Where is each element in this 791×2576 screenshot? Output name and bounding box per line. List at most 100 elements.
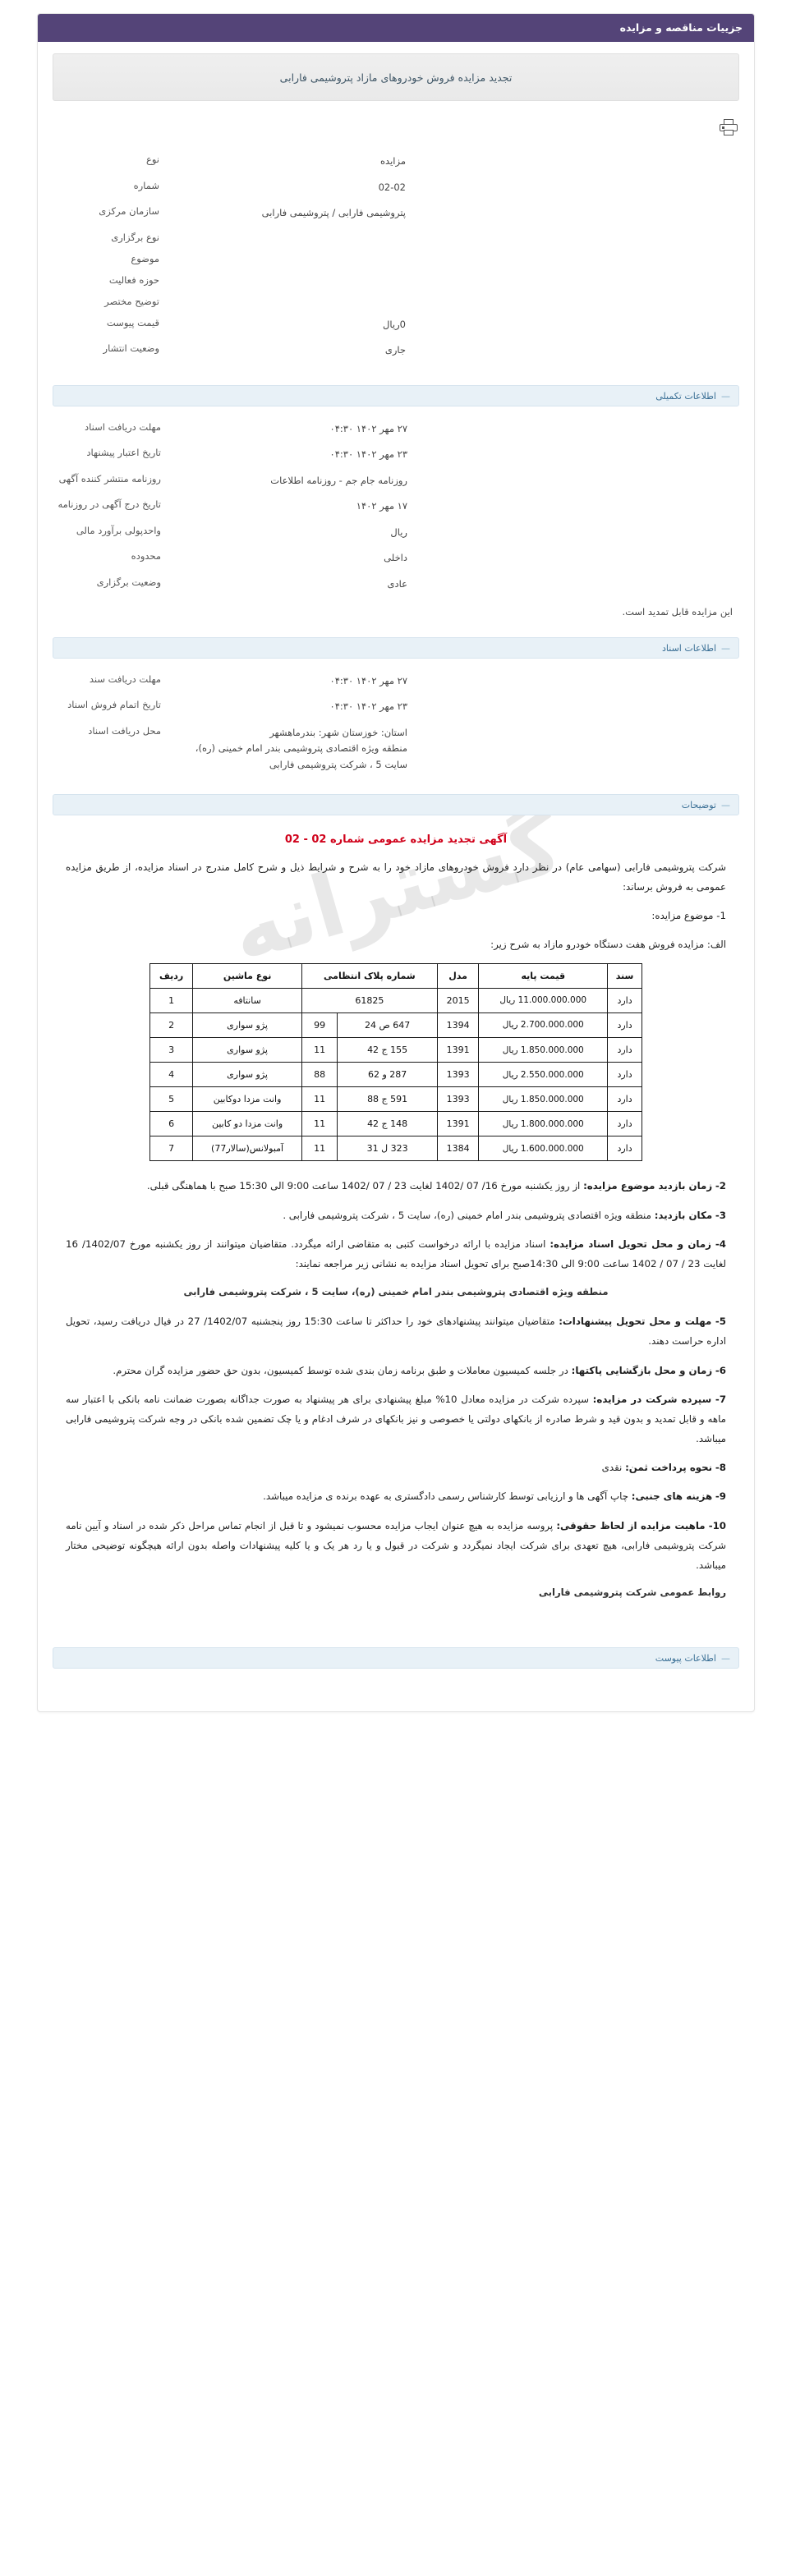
collapse-dash-icon: — [721, 390, 730, 402]
cell-doc: دارد [607, 1062, 642, 1088]
vehicle-table-body: دارد 11.000.000.000 ریال 2015 61825 سانت… [149, 988, 642, 1162]
cell-price: 1.850.000.000 ریال [478, 1086, 609, 1113]
section-header-attachments[interactable]: — اطلاعات پیوست [53, 1647, 739, 1669]
clause-title: زمان و محل بازگشایی پاکتها: [571, 1364, 713, 1376]
clause-2: 2- زمان بازدید موضوع مزایده: از روز یکشن… [66, 1176, 726, 1196]
col-row: ردیف [149, 962, 194, 990]
info-label: تاریخ درج آگهی در روزنامه [57, 498, 161, 511]
collapse-dash-icon: — [721, 800, 730, 811]
info-label: محل دریافت اسناد [88, 724, 161, 737]
info-label: روزنامه منتشر کننده آگهی [58, 472, 161, 484]
info-label: وضعیت برگزاری [96, 576, 161, 589]
clause-10: 10- ماهیت مزایده از لحاظ حقوقی: پروسه مز… [66, 1516, 726, 1576]
section-body-attachments [53, 1669, 739, 1703]
cell-doc: دارد [607, 1111, 642, 1137]
clause-title: هزینه های جنبی: [631, 1490, 713, 1503]
cell-type: سانتافه [192, 988, 302, 1014]
section-header-documents[interactable]: — اطلاعات اسناد [53, 636, 739, 659]
clause-title: زمان بازدید موضوع مزایده: [583, 1180, 713, 1192]
clause-number: 5- [715, 1316, 727, 1328]
clause-title: ماهیت مزایده از لحاظ حقوقی: [556, 1519, 706, 1531]
table-row: دارد 1.800.000.000 ریال 1391 148 ج 42 11… [149, 1111, 642, 1137]
section-description: — توضیحات گسترانه آگهی تجدید مزایده عمومی… [53, 794, 739, 1634]
info-value: 0ریال [383, 318, 406, 330]
info-row-organization: پتروشیمی فارابی / پتروشیمی فارابی سازمان… [53, 200, 739, 227]
doc-row-receive-deadline: ۲۷ مهر ۱۴۰۲ ۰۴:۳۰ مهلت دریافت سند [54, 668, 738, 695]
clause-number: 4- [715, 1237, 727, 1250]
clause-text: از روز یکشنبه مورخ 16/ 07 /1402 لغایت 23… [146, 1180, 581, 1192]
page-root: جزییات مناقصه و مزایده تجدید مزایده فروش… [37, 13, 755, 1713]
clause-text: منطقه ویژه اقتصادی پتروشیمی بندر امام خم… [283, 1209, 651, 1221]
announcement-title: آگهی تجدید مزایده عمومی شماره 02 - 02 [284, 833, 508, 847]
info-row-holding-type: نوع برگزاری [53, 227, 739, 248]
cell-model: 2015 [436, 988, 480, 1014]
cell-type: پژو سواری [192, 1062, 302, 1088]
info-label: وضعیت انتشار [103, 342, 159, 355]
cell-no: 4 [149, 1062, 194, 1088]
cell-model: 1393 [436, 1062, 480, 1088]
clause-number: 10- [708, 1519, 727, 1531]
info-label: مهلت دریافت اسناد [85, 420, 161, 433]
tender-detail-card: جزییات مناقصه و مزایده تجدید مزایده فروش… [37, 13, 755, 1713]
sup-row-newspaper: روزنامه جام جم - روزنامه اطلاعات روزنامه… [54, 468, 738, 494]
cell-doc: دارد [607, 1012, 642, 1039]
clause-8: 8- نحوه پرداخت ثمن: نقدی [66, 1458, 726, 1477]
clause-text: پروسه مزایده به هیچ عنوان ایجاب مزایده م… [66, 1519, 726, 1571]
section-body-supplementary: ۲۷ مهر ۱۴۰۲ ۰۴:۳۰ مهلت دریافت اسناد ۲۳ م… [53, 406, 739, 624]
clause-5: 5- مهلت و محل تحویل پیشنهادات: متقاضیان … [66, 1311, 726, 1351]
info-label: مهلت دریافت سند [89, 673, 161, 685]
cell-plate-code: 11 [301, 1111, 338, 1137]
clause-number: 6- [715, 1364, 726, 1376]
attachments-empty [54, 1678, 738, 1700]
cell-plate-code: 99 [301, 1012, 338, 1039]
cell-plate-code: 11 [301, 1136, 338, 1162]
printer-paper [724, 130, 734, 135]
table-row: دارد 1.600.000.000 ریال 1384 323 ل 31 11… [149, 1136, 642, 1162]
section-supplementary: — اطلاعات تکمیلی ۲۷ مهر ۱۴۰۲ ۰۴:۳۰ مهلت د… [53, 384, 739, 624]
info-label: قیمت پیوست [106, 316, 159, 328]
collapse-dash-icon: — [721, 642, 730, 654]
print-icon[interactable] [720, 119, 738, 135]
cell-plate-code: 88 [301, 1062, 338, 1088]
info-row-noe: مزایده نوع [53, 149, 739, 175]
info-value: ۲۷ مهر ۱۴۰۲ ۰۴:۳۰ [329, 674, 407, 686]
info-value: ۲۳ مهر ۱۴۰۲ ۰۴:۳۰ [329, 448, 407, 461]
info-value: روزنامه جام جم - روزنامه اطلاعات [270, 474, 407, 486]
cell-plate-main: 155 ج 42 [337, 1037, 438, 1063]
info-value: ۱۷ مهر ۱۴۰۲ [356, 500, 407, 512]
section-header-supplementary[interactable]: — اطلاعات تکمیلی [53, 384, 739, 406]
vehicle-table-wrap: سند قیمت پایه مدل شماره پلاک انتظامی نوع… [66, 962, 726, 1162]
clause-number: 2- [715, 1180, 726, 1192]
intro-paragraph: شرکت پتروشیمی فارابی (سهامی عام) در نظر … [66, 861, 726, 893]
card-body: تجدید مزایده فروش خودروهای مازاد پتروشیم… [38, 42, 754, 1711]
section-title: اطلاعات تکمیلی [655, 390, 716, 402]
info-label: محدوده [131, 550, 161, 562]
toolbar [53, 116, 739, 147]
col-price: قیمت پایه [478, 962, 609, 990]
cell-plate-main: 148 ج 42 [337, 1111, 438, 1137]
section-documents: — اطلاعات اسناد ۲۷ مهر ۱۴۰۲ ۰۴:۳۰ مهلت در… [53, 636, 739, 782]
info-label: سازمان مرکزی [99, 205, 159, 218]
info-value: استان: خوزستان شهر: بندرماهشهر منطقه ویژ… [195, 726, 407, 770]
section-title: توضیحات [681, 800, 716, 811]
table-row: دارد 11.000.000.000 ریال 2015 61825 سانت… [149, 988, 642, 1014]
info-value: عادی [387, 578, 408, 590]
cell-doc: دارد [607, 1086, 642, 1113]
cell-price: 1.800.000.000 ریال [478, 1111, 609, 1137]
section-title: اطلاعات پیوست [655, 1653, 716, 1665]
table-row: دارد 2.700.000.000 ریال 1394 647 ص 24 99… [149, 1012, 642, 1039]
sup-row-doc-deadline: ۲۷ مهر ۱۴۰۲ ۰۴:۳۰ مهلت دریافت اسناد [54, 416, 738, 443]
info-label: حوزه فعالیت [108, 273, 159, 286]
section-header-description[interactable]: — توضیحات [53, 794, 739, 816]
info-label: تاریخ اتمام فروش اسناد [67, 699, 161, 711]
doc-row-sale-end: ۲۳ مهر ۱۴۰۲ ۰۴:۳۰ تاریخ اتمام فروش اسناد [54, 694, 738, 720]
section-attachments: — اطلاعات پیوست [53, 1647, 739, 1703]
info-value: ۲۷ مهر ۱۴۰۲ ۰۴:۳۰ [329, 422, 407, 434]
cell-type: پژو سواری [192, 1037, 302, 1063]
cell-plate-main: 287 و 62 [337, 1062, 438, 1088]
info-value: 02-02 [378, 181, 406, 193]
clause-9: 9- هزینه های جنبی: چاپ آگهی ها و ارزیابی… [66, 1486, 726, 1506]
printer-led [722, 126, 724, 129]
info-value: جاری [384, 344, 406, 356]
info-row-attachment-price: 0ریال قیمت پیوست [53, 312, 739, 338]
